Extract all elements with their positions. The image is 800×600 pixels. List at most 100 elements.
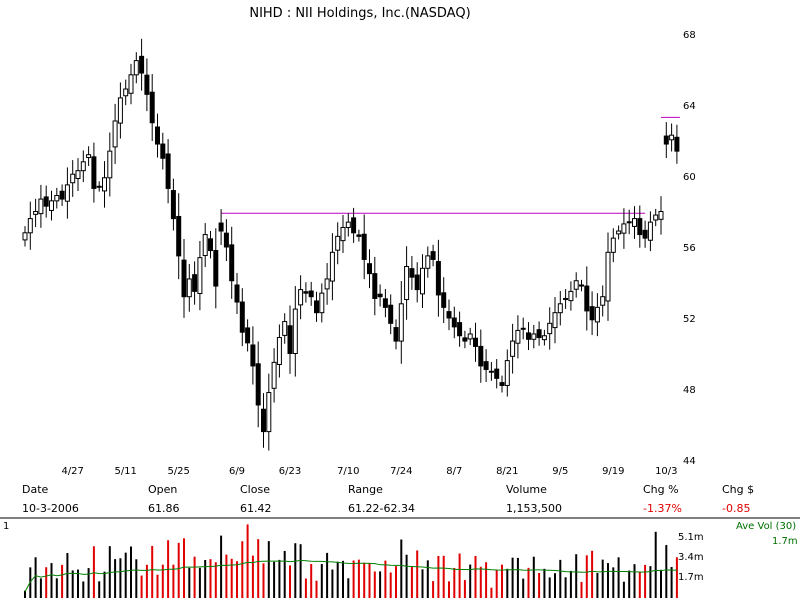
candle xyxy=(117,82,123,139)
volume-bar xyxy=(177,542,180,598)
candle xyxy=(208,231,213,259)
candle xyxy=(324,263,330,305)
volume-bar xyxy=(628,570,631,598)
volume-bar xyxy=(315,580,318,598)
candle xyxy=(457,311,463,347)
date-axis: 4/27 5/11 5/25 6/9 6/23 7/10 7/24 8/7 8/21 9/5 9/1… xyxy=(61,466,677,477)
volume-bar xyxy=(596,572,599,598)
candle xyxy=(563,289,569,309)
volume-bar xyxy=(45,567,48,598)
candle xyxy=(133,52,139,84)
candle xyxy=(425,246,431,278)
candle xyxy=(345,213,351,237)
volume-bar xyxy=(585,555,588,598)
price-tick-label: 52 xyxy=(683,314,696,325)
candle xyxy=(86,146,92,166)
volume-bar xyxy=(675,557,678,598)
candle xyxy=(59,184,65,206)
candle xyxy=(404,246,410,320)
candle xyxy=(276,324,282,378)
price-tick-label: 48 xyxy=(683,385,696,396)
candle xyxy=(351,207,357,243)
volume-bar xyxy=(236,561,238,598)
header-chg-dollar: Chg $ xyxy=(722,483,755,496)
candle xyxy=(515,315,521,359)
candle xyxy=(398,281,404,364)
volume-bar xyxy=(601,559,604,598)
candle xyxy=(626,209,632,235)
candle xyxy=(473,322,478,362)
ave-vol-label: Ave Vol (30) xyxy=(736,521,797,532)
volume-bar xyxy=(612,567,615,598)
candle xyxy=(91,142,97,203)
value-chg-pct: -1.37% xyxy=(643,502,682,515)
candle xyxy=(218,209,224,246)
volume-bar xyxy=(98,581,101,598)
price-tick-label: 56 xyxy=(683,243,696,254)
volume-bar xyxy=(559,559,562,598)
value-volume: 1,153,500 xyxy=(506,502,562,515)
candle xyxy=(478,329,484,383)
volume-bar xyxy=(55,578,58,598)
price-tick-label: 64 xyxy=(683,101,696,112)
volume-bar xyxy=(638,571,641,598)
candle xyxy=(526,322,531,351)
volume-tick-label: 1.7m xyxy=(678,572,704,583)
volume-bar xyxy=(432,581,435,598)
candle xyxy=(393,319,399,350)
candle xyxy=(372,256,378,316)
volume-bar xyxy=(304,578,307,598)
volume-bar xyxy=(135,559,138,598)
candle xyxy=(382,288,388,318)
volume-bar xyxy=(442,555,445,598)
volume-bar xyxy=(273,561,276,598)
candle xyxy=(488,362,494,381)
volume-bar xyxy=(151,545,154,598)
candle xyxy=(287,305,293,374)
volume-bar xyxy=(114,559,117,598)
date-tick-label: 10/3 xyxy=(655,466,677,477)
volume-bar xyxy=(241,541,244,598)
date-tick-label: 7/10 xyxy=(337,466,359,477)
volume-bar xyxy=(188,567,191,598)
candle xyxy=(610,228,616,263)
candle xyxy=(38,184,44,228)
volume-bar xyxy=(490,587,493,598)
volume-bar xyxy=(34,557,37,598)
volume-bar xyxy=(331,569,334,598)
candle xyxy=(266,373,272,451)
candle xyxy=(520,317,526,340)
volume-bar xyxy=(448,581,450,598)
candle xyxy=(462,330,468,349)
volume-tick-label: 3.4m xyxy=(678,552,704,563)
candle xyxy=(552,296,558,344)
volume-bar xyxy=(66,553,69,598)
value-close: 61.42 xyxy=(240,502,272,515)
volume-bar xyxy=(336,561,339,598)
volume-tick-label: 5.1m xyxy=(678,532,704,543)
volume-bar xyxy=(379,571,382,598)
volume-average-line xyxy=(24,559,677,592)
candle xyxy=(674,124,680,164)
candle xyxy=(202,223,208,268)
volume-bar xyxy=(516,557,519,598)
volume-bar xyxy=(220,535,223,598)
candle xyxy=(600,285,606,317)
candle xyxy=(420,254,425,308)
volume-bar xyxy=(347,578,350,598)
date-tick-label: 5/25 xyxy=(167,466,189,477)
date-tick-label: 5/11 xyxy=(114,466,136,477)
volume-bar xyxy=(145,564,148,598)
candle xyxy=(589,291,595,336)
candle xyxy=(43,185,49,218)
volume-bar xyxy=(24,590,26,598)
volume-bar xyxy=(506,568,509,598)
volume-bar xyxy=(193,556,196,598)
candle xyxy=(102,161,107,208)
candle xyxy=(176,193,182,280)
volume-bar xyxy=(299,544,302,598)
candle xyxy=(388,294,394,335)
volume-bar xyxy=(204,560,207,598)
candle xyxy=(292,286,298,377)
